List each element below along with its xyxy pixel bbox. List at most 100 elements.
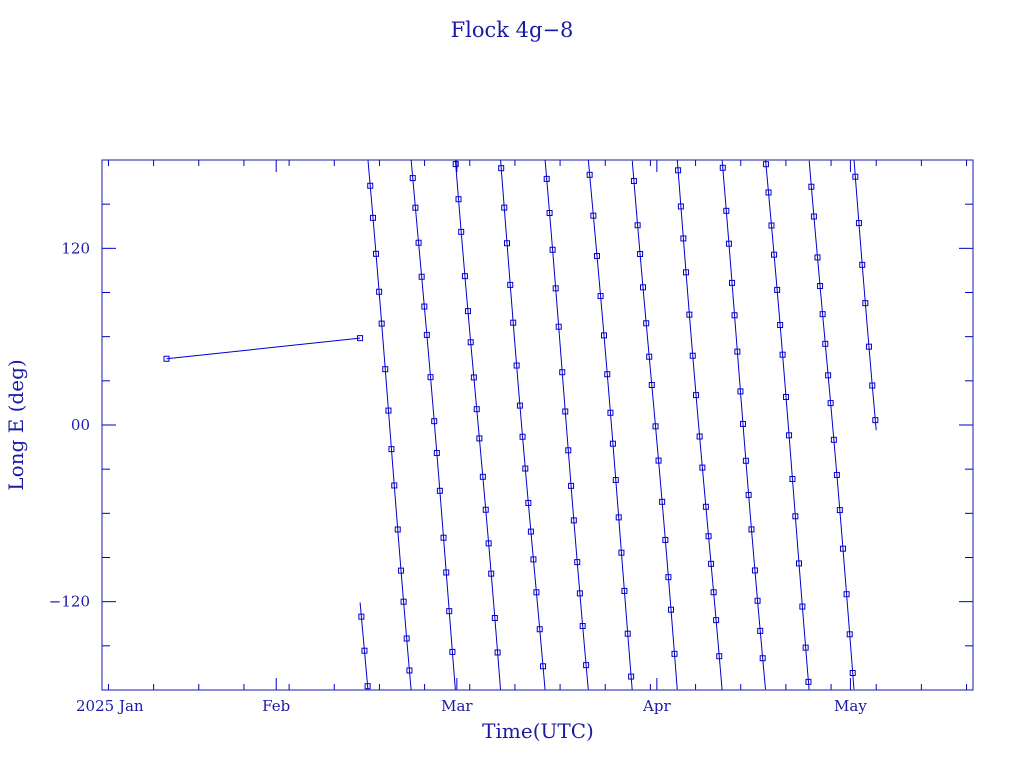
data-point-marker [391, 482, 398, 489]
data-point-marker [522, 465, 529, 472]
data-point-marker [713, 617, 720, 624]
data-point-marker [779, 351, 786, 358]
data-point-marker [639, 284, 646, 291]
data-point-marker [409, 175, 416, 182]
data-point-marker [859, 261, 866, 268]
data-point-marker [612, 477, 619, 484]
data-point-marker [618, 549, 625, 556]
series-line [410, 160, 456, 690]
data-point-marker [817, 283, 824, 290]
plot-frame [101, 159, 974, 691]
data-point-marker [759, 655, 766, 662]
data-point-marker [562, 408, 569, 415]
data-point-marker [768, 222, 775, 229]
data-point-marker [830, 436, 837, 443]
data-point-marker [443, 569, 450, 576]
data-point-marker [705, 533, 712, 540]
data-point-marker [491, 615, 498, 622]
data-point-marker [852, 173, 859, 180]
data-point-marker [696, 433, 703, 440]
data-point-marker [869, 382, 876, 389]
data-point-marker [609, 440, 616, 447]
data-point-marker [579, 623, 586, 630]
data-point-marker [364, 683, 371, 690]
data-point-marker [872, 417, 879, 424]
chart-title: Flock 4g−8 [451, 18, 574, 42]
data-point-marker [686, 311, 693, 318]
data-point-marker [501, 204, 508, 211]
data-point-marker [552, 285, 559, 292]
data-point-marker [693, 392, 700, 399]
data-point-marker [406, 667, 413, 674]
data-point-marker [583, 662, 590, 669]
data-point-marker [777, 322, 784, 329]
data-point-marker [774, 286, 781, 293]
series-trace [163, 160, 879, 690]
data-point-marker [549, 246, 556, 253]
data-point-marker [536, 626, 543, 633]
data-point-marker [446, 608, 453, 615]
data-point-marker [513, 362, 520, 369]
data-point-marker [378, 320, 385, 327]
data-point-marker [655, 457, 662, 464]
data-point-marker [476, 435, 483, 442]
data-point-marker [723, 207, 730, 214]
data-point-marker [498, 165, 505, 172]
data-point-marker [586, 171, 593, 178]
data-point-marker [855, 220, 862, 227]
data-point-marker [725, 240, 732, 247]
data-point-marker [843, 591, 850, 598]
data-point-marker [716, 653, 723, 660]
data-point-marker [461, 273, 468, 280]
data-point-marker [436, 487, 443, 494]
data-point-marker [559, 369, 566, 376]
data-point-marker [576, 590, 583, 597]
x-tick-label: Mar [441, 697, 473, 715]
data-point-marker [683, 269, 690, 276]
data-point-marker [652, 423, 659, 430]
series-line [454, 160, 502, 690]
data-point-marker [827, 400, 834, 407]
data-point-marker [421, 303, 428, 310]
data-point-marker [367, 182, 374, 189]
data-point-marker [594, 253, 601, 260]
data-point-marker [570, 517, 577, 524]
data-point-marker [789, 475, 796, 482]
data-point-marker [527, 528, 534, 535]
data-point-marker [449, 648, 456, 655]
data-point-marker [533, 589, 540, 596]
data-point-marker [543, 175, 550, 182]
data-point-marker [814, 254, 821, 261]
series-line [853, 160, 877, 431]
series-line [676, 160, 723, 690]
data-point-marker [846, 631, 853, 638]
series-line [721, 160, 767, 690]
data-point-marker [792, 513, 799, 520]
data-point-marker [376, 288, 383, 295]
data-point-marker [597, 293, 604, 300]
data-point-marker [737, 388, 744, 395]
data-point-marker [373, 250, 380, 257]
series-line [500, 160, 546, 690]
data-point-marker [470, 374, 477, 381]
data-point-marker [624, 630, 631, 637]
data-point-marker [568, 482, 575, 489]
data-point-marker [839, 545, 846, 552]
data-point-marker [675, 167, 682, 174]
data-point-marker [739, 420, 746, 427]
data-point-marker [604, 371, 611, 378]
data-point-marker [565, 447, 572, 454]
data-point-marker [742, 457, 749, 464]
data-point-marker [771, 251, 778, 258]
data-point-marker [745, 491, 752, 498]
data-point-marker [734, 348, 741, 355]
data-point-marker [849, 669, 856, 676]
data-point-marker [628, 673, 635, 680]
data-point-marker [464, 308, 471, 315]
data-point-marker [648, 382, 655, 389]
data-point-marker [452, 161, 459, 168]
data-point-marker [412, 204, 419, 211]
data-point-marker [361, 647, 368, 654]
data-point-marker [783, 394, 790, 401]
data-point-marker [710, 589, 717, 596]
